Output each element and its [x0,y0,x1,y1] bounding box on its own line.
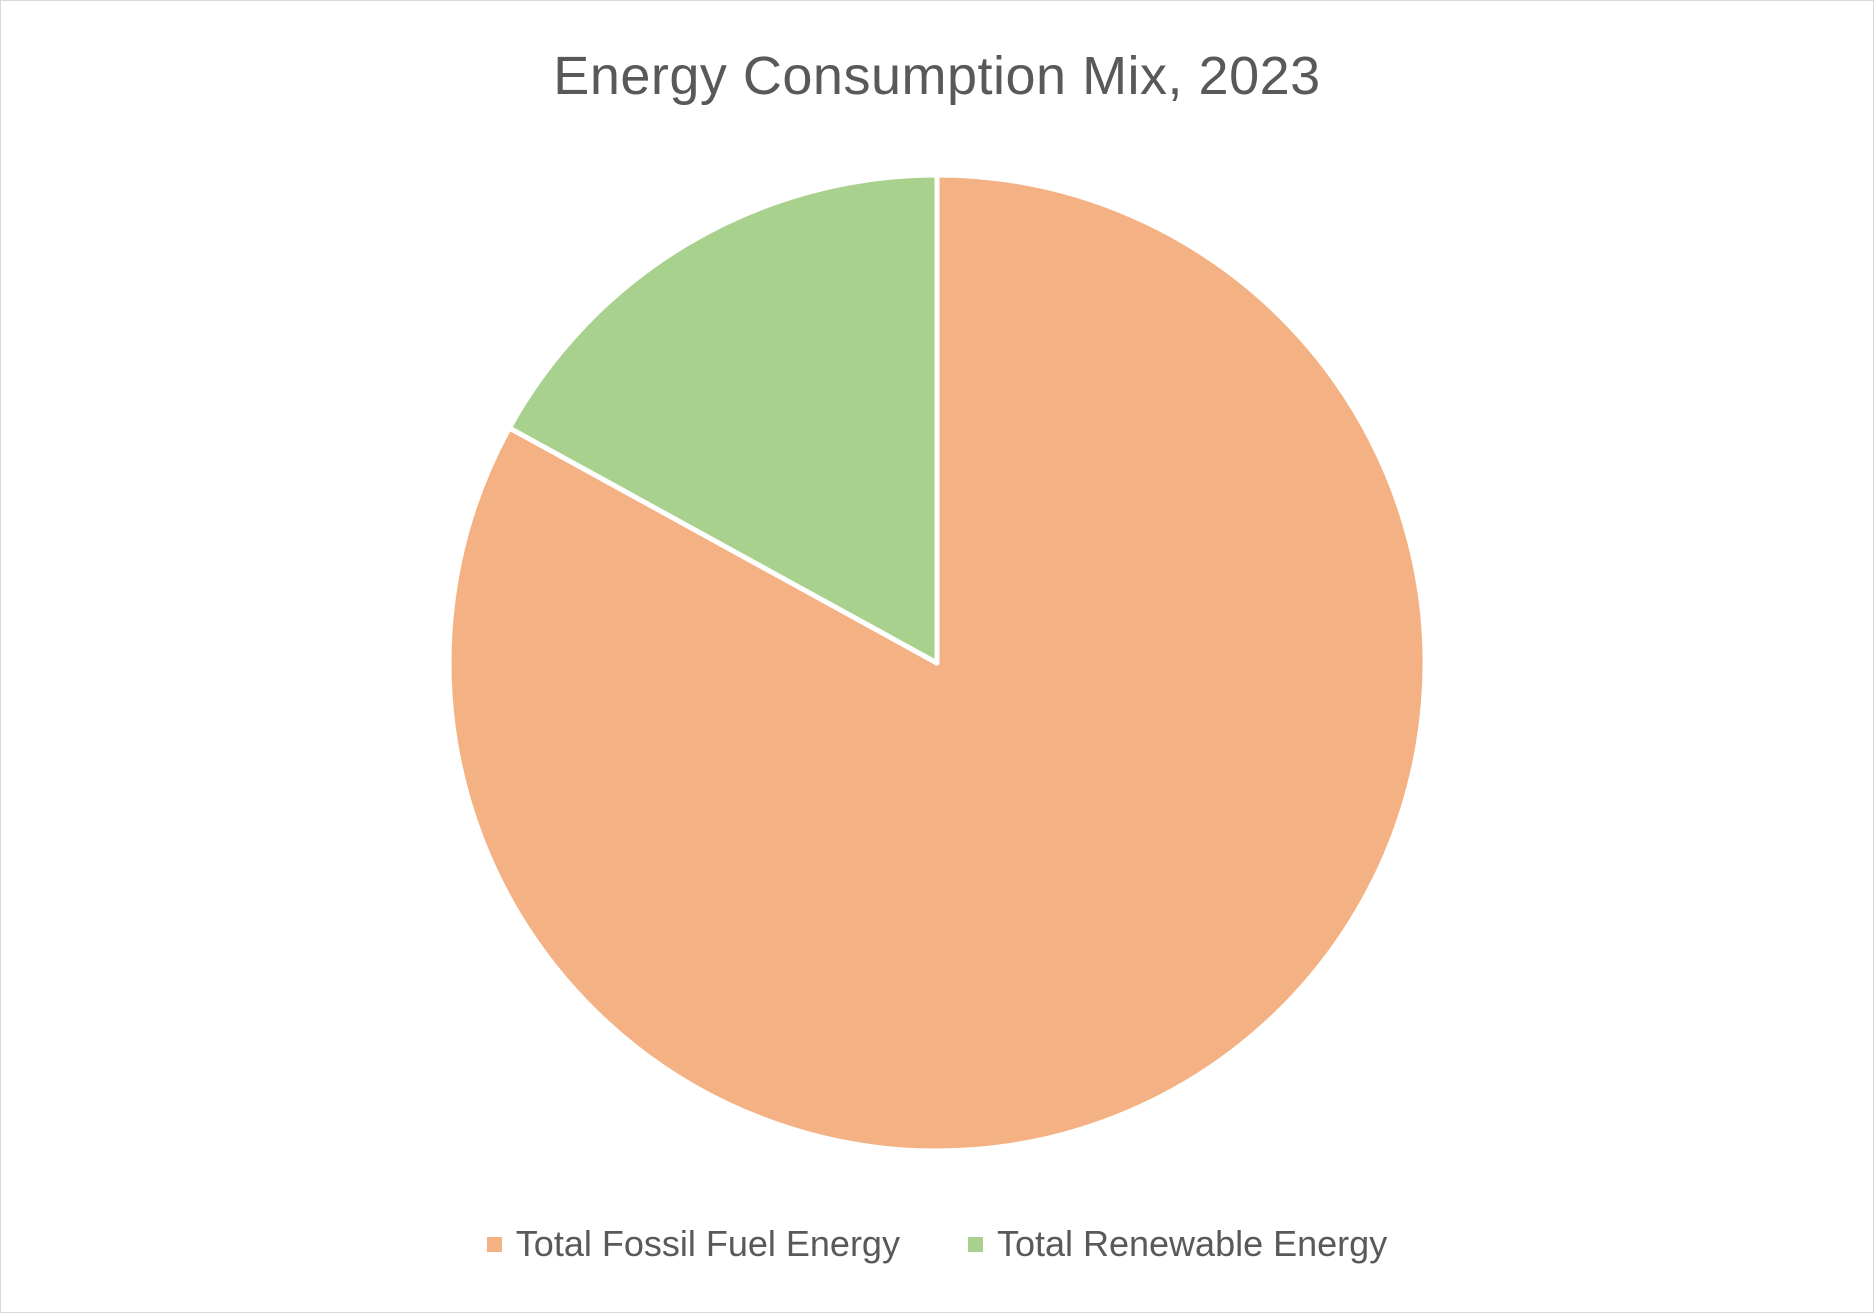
legend-item-fossil: Total Fossil Fuel Energy [486,1223,900,1265]
legend-label-renewable: Total Renewable Energy [996,1223,1388,1264]
legend: Total Fossil Fuel Energy Total Renewable… [1,1223,1873,1265]
legend-swatch-fossil [486,1236,502,1252]
pie-slice-renewable [506,172,940,666]
legend-label-fossil: Total Fossil Fuel Energy [515,1223,900,1264]
chart-title: Energy Consumption Mix, 2023 [553,46,1321,106]
legend-swatch-renewable [967,1236,983,1252]
legend-item-renewable: Total Renewable Energy [967,1223,1388,1265]
